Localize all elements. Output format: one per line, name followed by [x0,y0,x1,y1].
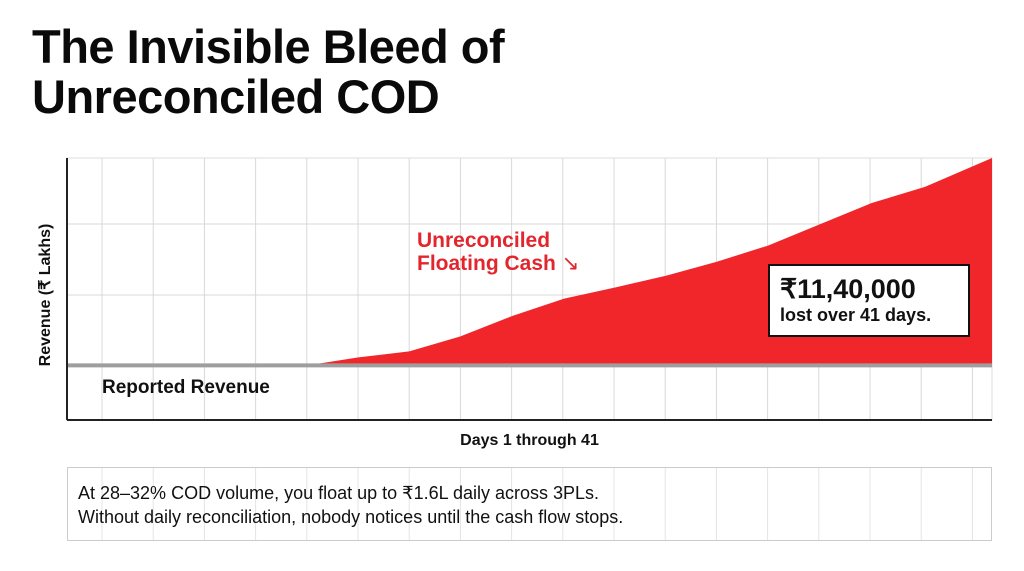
note-line-2: Without daily reconciliation, nobody not… [78,507,624,527]
note-box: At 28–32% COD volume, you float up to ₹1… [67,467,992,541]
reported-revenue-label: Reported Revenue [102,377,270,398]
loss-callout: ₹11,40,000 lost over 41 days. [768,264,970,337]
floating-cash-label-line-1: Unreconciled [417,229,551,252]
arrow-down-right-icon: ↘ [561,252,580,275]
x-axis-label: Days 1 through 41 [460,432,599,449]
title-line-1: The Invisible Bleed of [32,20,505,73]
floating-cash-label-line-2: Floating Cash ↘ [417,252,580,275]
note-line-1: At 28–32% COD volume, you float up to ₹1… [78,483,600,503]
y-axis-label: Revenue (₹ Lakhs) [37,223,54,367]
title-line-2: Unreconciled COD [32,70,440,123]
callout-amount: ₹11,40,000 [780,274,916,304]
page-title: The Invisible Bleed of Unreconciled COD [32,20,505,123]
floating-cash-label: Unreconciled Floating Cash ↘ [417,229,579,275]
callout-text: lost over 41 days. [780,305,932,325]
